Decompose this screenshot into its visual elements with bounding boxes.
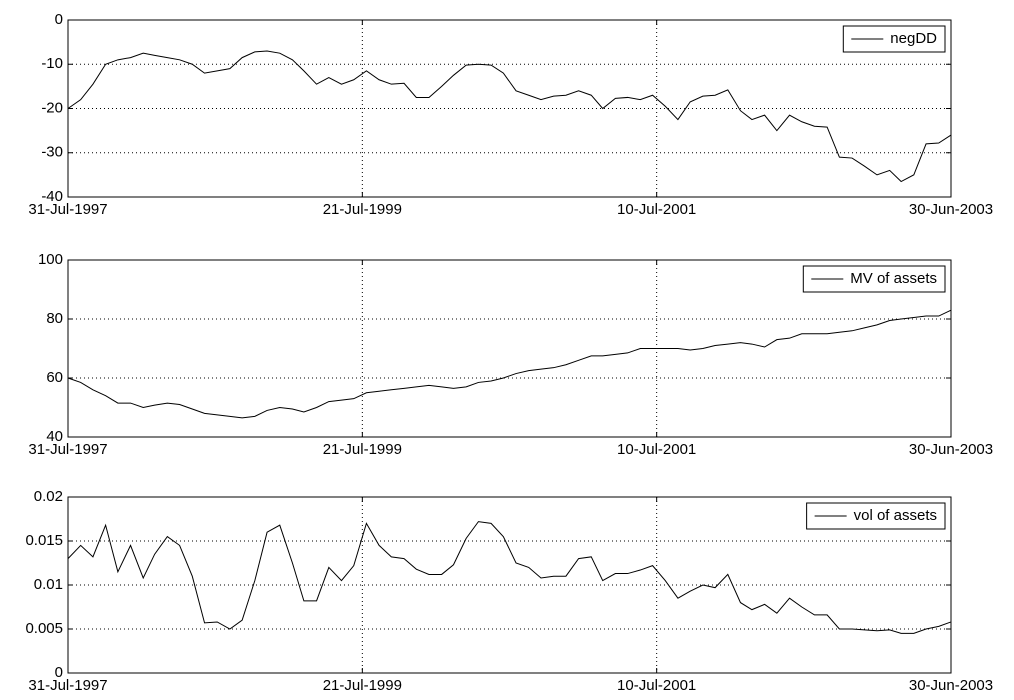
legend: negDD (842, 25, 946, 53)
x-tick-label: 21-Jul-1999 (323, 441, 402, 458)
y-tick-label: -40 (41, 188, 63, 205)
axes-box (67, 259, 952, 438)
y-tick-label: 0.01 (34, 576, 63, 593)
y-tick-label: 0.02 (34, 488, 63, 505)
x-tick-label: 31-Jul-1997 (28, 677, 107, 694)
y-tick-label: 0.005 (25, 620, 63, 637)
legend-label: MV of assets (850, 270, 937, 287)
x-tick-label: 21-Jul-1999 (323, 201, 402, 218)
x-tick-label: 30-Jun-2003 (909, 441, 993, 458)
y-tick-label: -30 (41, 144, 63, 161)
legend: MV of assets (802, 265, 946, 293)
x-tick-label: 21-Jul-1999 (323, 677, 402, 694)
y-tick-label: 0 (55, 11, 63, 28)
x-tick-label: 10-Jul-2001 (617, 201, 696, 218)
y-tick-label: 40 (46, 428, 63, 445)
data-line (67, 309, 952, 419)
x-tick-label: 31-Jul-1997 (28, 201, 107, 218)
y-tick-label: 100 (38, 251, 63, 268)
axes-box (67, 496, 952, 674)
legend: vol of assets (806, 502, 946, 530)
legend-box (842, 25, 946, 53)
x-tick-label: 30-Jun-2003 (909, 201, 993, 218)
y-tick-label: 80 (46, 310, 63, 327)
y-tick-label: 0 (55, 664, 63, 681)
axes-box (67, 19, 952, 198)
x-tick-label: 31-Jul-1997 (28, 441, 107, 458)
y-tick-label: -10 (41, 55, 63, 72)
data-line (67, 50, 952, 183)
y-tick-label: 0.015 (25, 532, 63, 549)
x-tick-label: 30-Jun-2003 (909, 677, 993, 694)
y-tick-label: -20 (41, 99, 63, 116)
x-tick-label: 10-Jul-2001 (617, 441, 696, 458)
data-line (67, 521, 952, 634)
legend-label: vol of assets (854, 507, 937, 524)
legend-label: negDD (890, 30, 937, 47)
x-tick-label: 10-Jul-2001 (617, 677, 696, 694)
y-tick-label: 60 (46, 369, 63, 386)
